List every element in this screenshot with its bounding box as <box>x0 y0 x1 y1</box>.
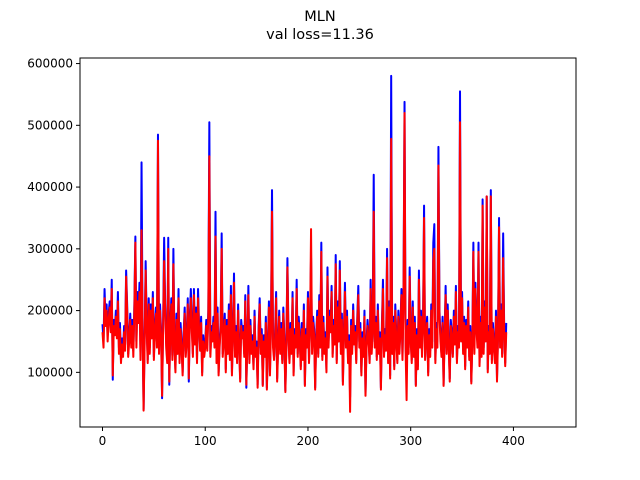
x-tick-label: 400 <box>502 434 525 448</box>
y-tick-label: 200000 <box>27 304 73 318</box>
series-line-2 <box>101 111 508 413</box>
y-tick-label: 500000 <box>27 118 73 132</box>
chart-title: MLN <box>304 9 335 25</box>
x-tick-label: 0 <box>99 434 107 448</box>
y-tick-label: 100000 <box>27 365 73 379</box>
y-tick-label: 300000 <box>27 242 73 256</box>
x-tick-label: 100 <box>194 434 217 448</box>
series-layer <box>101 74 508 413</box>
x-axis: 0 100 200 300 400 <box>99 427 525 448</box>
chart-subtitle: val loss=11.36 <box>266 27 374 43</box>
x-tick-label: 200 <box>297 434 320 448</box>
y-tick-label: 400000 <box>27 180 73 194</box>
y-tick-label: 600000 <box>27 57 73 71</box>
plot-frame <box>79 57 577 428</box>
y-axis: 100000 200000 300000 400000 500000 600000 <box>27 57 80 379</box>
x-tick-label: 300 <box>399 434 422 448</box>
